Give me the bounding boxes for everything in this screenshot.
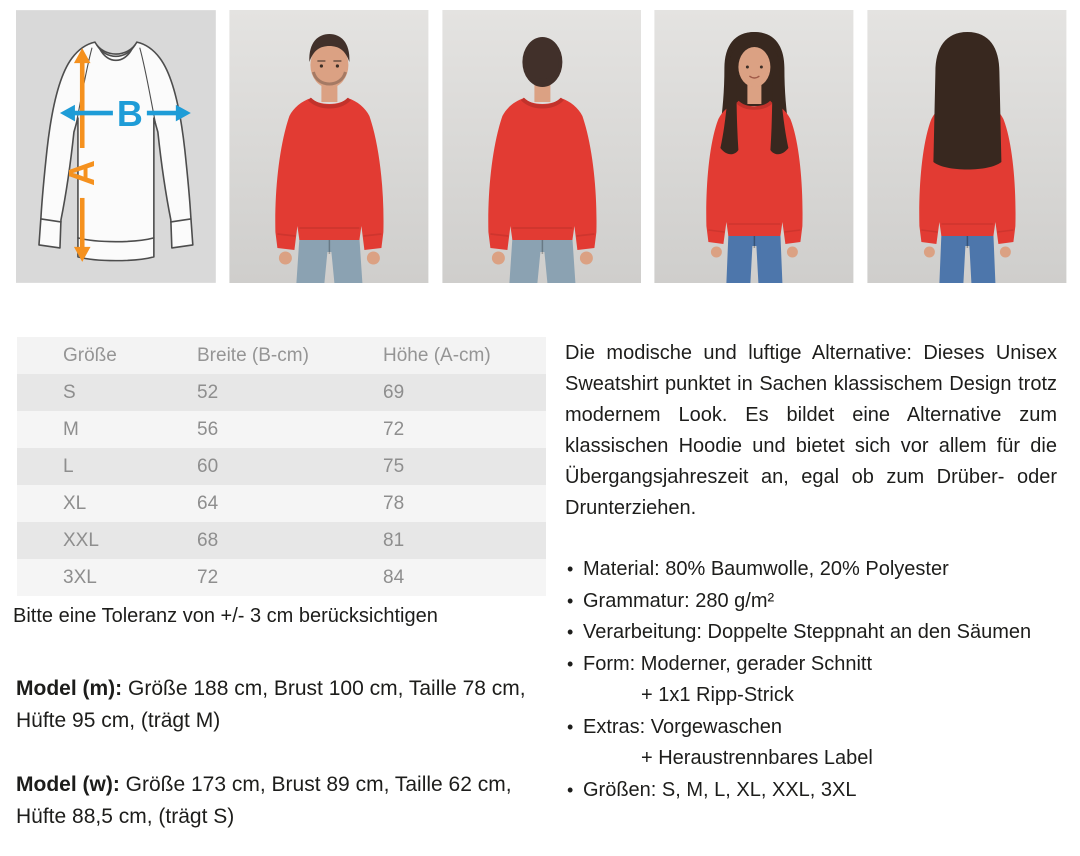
table-cell-hoehe: 84	[383, 566, 405, 588]
label-a: A	[61, 160, 102, 186]
table-cell-breite: 64	[197, 492, 219, 514]
feature-text: Größen: S, M, L, XL, XXL, 3XL	[583, 778, 857, 801]
sweatshirt-diagram-image: A B	[16, 10, 216, 283]
sweatshirt	[706, 102, 803, 244]
table-row: M 56 72	[17, 411, 546, 448]
product-photo-male-front	[229, 10, 429, 283]
table-cell-hoehe: 75	[383, 455, 405, 477]
table-cell-breite: 56	[197, 418, 219, 440]
jeans	[296, 238, 363, 283]
feature-item: Verarbeitung: Doppelte Steppnaht an den …	[565, 617, 1057, 649]
feature-text-continuation: + Heraustrennbares Label	[641, 747, 873, 769]
product-photo-female-front	[654, 10, 854, 283]
model-female-measurements: Größe 173 cm, Brust 89 cm, Taille 62 cm,…	[16, 773, 512, 828]
jeans	[508, 238, 575, 283]
size-table-body: S 52 69 M 56 72 L 60 75 XL 64 78 XXL 68 81 3XL 72 84	[17, 374, 546, 596]
width-arrow-b: B	[59, 93, 191, 134]
feature-item: Form: Moderner, gerader Schnitt + 1x1 Rip…	[565, 649, 1057, 712]
hair	[309, 34, 350, 62]
table-cell-size: 3XL	[63, 566, 97, 588]
product-photo-male-back	[441, 10, 642, 283]
face	[310, 42, 349, 88]
model-female-label: Model (w):	[16, 773, 120, 796]
model-photo-image	[654, 10, 854, 283]
feature-item: Grammatur: 280 g/m²	[565, 586, 1057, 618]
table-cell-size: M	[63, 418, 79, 440]
table-cell-hoehe: 81	[383, 529, 405, 551]
face	[738, 47, 771, 87]
model-photo-image	[229, 10, 429, 283]
column-hoehe: Höhe (A-cm)	[383, 337, 546, 374]
jeans	[726, 234, 783, 283]
column-groesse: Größe	[17, 337, 197, 374]
height-arrow-a: A	[61, 48, 102, 262]
feature-text: Form: Moderner, gerader Schnitt	[583, 652, 873, 675]
table-cell-hoehe: 69	[383, 381, 405, 403]
table-cell-size: XL	[63, 492, 87, 514]
table-cell-breite: 72	[197, 566, 219, 588]
feature-text: Verarbeitung: Doppelte Steppnaht an den …	[583, 621, 1032, 643]
table-cell-breite: 68	[197, 529, 219, 551]
table-cell-size: S	[63, 381, 76, 403]
size-table: Größe Breite (B-cm) Höhe (A-cm) S 52 69 M 56…	[17, 337, 546, 596]
table-row: XXL 68 81	[17, 522, 546, 559]
table-cell-hoehe: 72	[383, 418, 405, 440]
model-photo-image	[867, 10, 1067, 283]
table-cell-breite: 52	[197, 381, 219, 403]
feature-item: Größen: S, M, L, XL, XXL, 3XL	[565, 775, 1057, 807]
table-row: S 52 69	[17, 374, 546, 411]
size-measurement-diagram: A B	[16, 10, 216, 283]
product-photo-female-back	[867, 10, 1067, 283]
product-description: Die modische und luftige Alternative: Di…	[565, 342, 1057, 519]
feature-text-continuation: + 1x1 Ripp-Strick	[641, 684, 794, 706]
table-cell-hoehe: 78	[383, 492, 405, 514]
table-cell-size: L	[63, 455, 74, 477]
table-cell-breite: 60	[197, 455, 219, 477]
hair	[933, 32, 1002, 170]
feature-text: Extras: Vorgewaschen	[583, 715, 782, 738]
table-cell-size: XXL	[63, 529, 99, 551]
table-row: 3XL 72 84	[17, 559, 546, 596]
product-info-column: Die modische und luftige Alternative: Di…	[565, 338, 1057, 806]
feature-item: Material: 80% Baumwolle, 20% Polyester	[565, 554, 1057, 586]
tolerance-note: Bitte eine Toleranz von +/- 3 cm berücks…	[13, 605, 438, 627]
size-table-header: Größe Breite (B-cm) Höhe (A-cm)	[17, 337, 546, 374]
sweatshirt	[275, 98, 384, 250]
model-male-note: Model (m): Größe 188 cm, Brust 100 cm, T…	[16, 673, 544, 737]
sweatshirt	[487, 98, 597, 250]
model-photo-image	[441, 10, 641, 283]
feature-text: Grammatur: 280 g/m²	[583, 589, 775, 612]
feature-text: Material: 80% Baumwolle, 20% Polyester	[583, 558, 949, 580]
model-male-measurements: Größe 188 cm, Brust 100 cm, Taille 78 cm…	[16, 677, 526, 732]
label-b: B	[117, 93, 143, 134]
sweatshirt-outline	[38, 41, 194, 262]
model-female-note: Model (w): Größe 173 cm, Brust 89 cm, Ta…	[16, 769, 544, 833]
table-row: XL 64 78	[17, 485, 546, 522]
feature-list: Material: 80% Baumwolle, 20% Polyester Gr…	[565, 554, 1057, 806]
product-images-row: A B	[16, 10, 1067, 283]
feature-item: Extras: Vorgewaschen + Heraustrennbares L…	[565, 712, 1057, 775]
table-row: L 60 75	[17, 448, 546, 485]
hair	[730, 32, 779, 60]
jeans	[939, 234, 996, 283]
column-breite: Breite (B-cm)	[197, 337, 383, 374]
model-male-label: Model (m):	[16, 677, 123, 700]
